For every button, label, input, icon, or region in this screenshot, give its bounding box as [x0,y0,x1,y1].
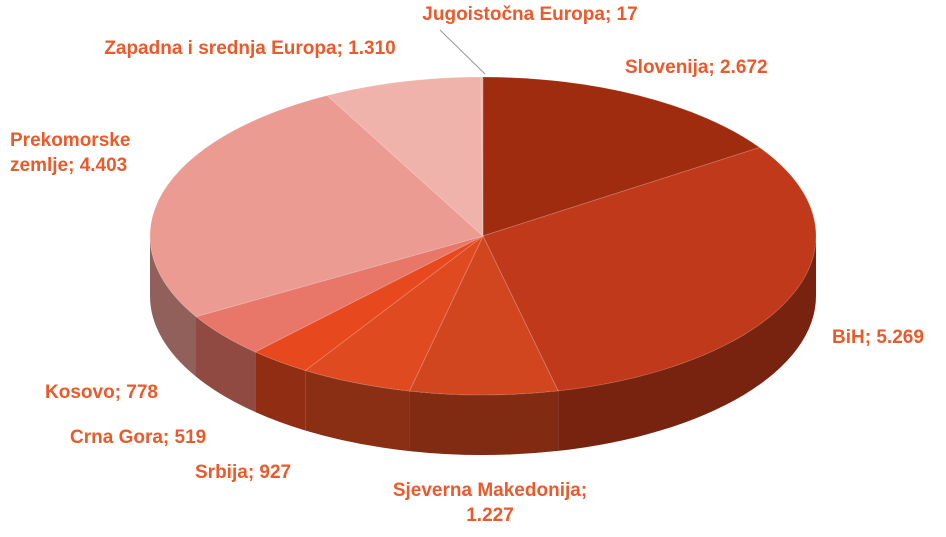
label-separator: ; [247,462,255,483]
slice-side [196,316,256,412]
label-separator: ; [336,38,343,59]
label-separator: ; [162,427,170,448]
label-category: Jugoistočna Europa [422,4,605,25]
label-category: Sjeverna Makedonija [392,480,581,501]
label-value: 4.403 [79,155,128,176]
label-category: Srbija [195,462,248,483]
data-label: Sjeverna Makedonija; 1.227 [390,478,590,528]
data-label: Prekomorske zemlje; 4.403 [10,128,160,178]
label-value: 2.672 [720,57,768,78]
leader-line [439,29,486,75]
label-value: 778 [126,382,158,403]
slice-side [255,351,306,431]
label-separator: ; [864,327,872,348]
slice-side [150,236,197,377]
label-value: 1.310 [348,38,396,59]
label-category: Crna Gora [70,427,163,448]
label-value: 5.269 [876,327,924,348]
label-category: Zapadna i srednja Europa [104,38,337,59]
slice [480,76,484,237]
slice [408,234,559,396]
label-category: Prekomorske zemlje [10,130,131,176]
slice [194,235,484,353]
slice-side [558,236,816,451]
pie-sides [150,236,816,455]
slice [254,235,484,372]
label-value: 1.227 [466,505,514,526]
label-category: Kosovo [45,382,115,403]
slice-side [305,370,410,452]
slice [326,76,484,238]
label-separator: ; [114,382,122,403]
label-separator: ; [68,155,75,176]
label-value: 927 [259,462,292,483]
data-label: Srbija; 927 [195,460,291,485]
data-label: Slovenija; 2.672 [625,55,768,80]
slice [149,94,485,318]
slice [304,235,484,392]
pie-tops [149,76,817,396]
data-label: BiH; 5.269 [832,325,924,350]
data-label: Kosovo; 778 [45,380,158,405]
label-value: 519 [174,427,207,448]
label-separator: ; [580,480,588,501]
label-separator: ; [708,57,715,78]
data-label: Zapadna i srednja Europa; 1.310 [100,36,400,61]
label-category: BiH [832,327,865,348]
data-label: Jugoistočna Europa; 17 [415,2,645,27]
label-category: Slovenija [625,57,709,78]
data-label: Crna Gora; 519 [70,425,206,450]
slice-side [409,390,559,455]
slice [482,76,761,237]
label-separator: ; [604,4,612,25]
slice [482,146,817,392]
label-value: 17 [616,4,638,25]
